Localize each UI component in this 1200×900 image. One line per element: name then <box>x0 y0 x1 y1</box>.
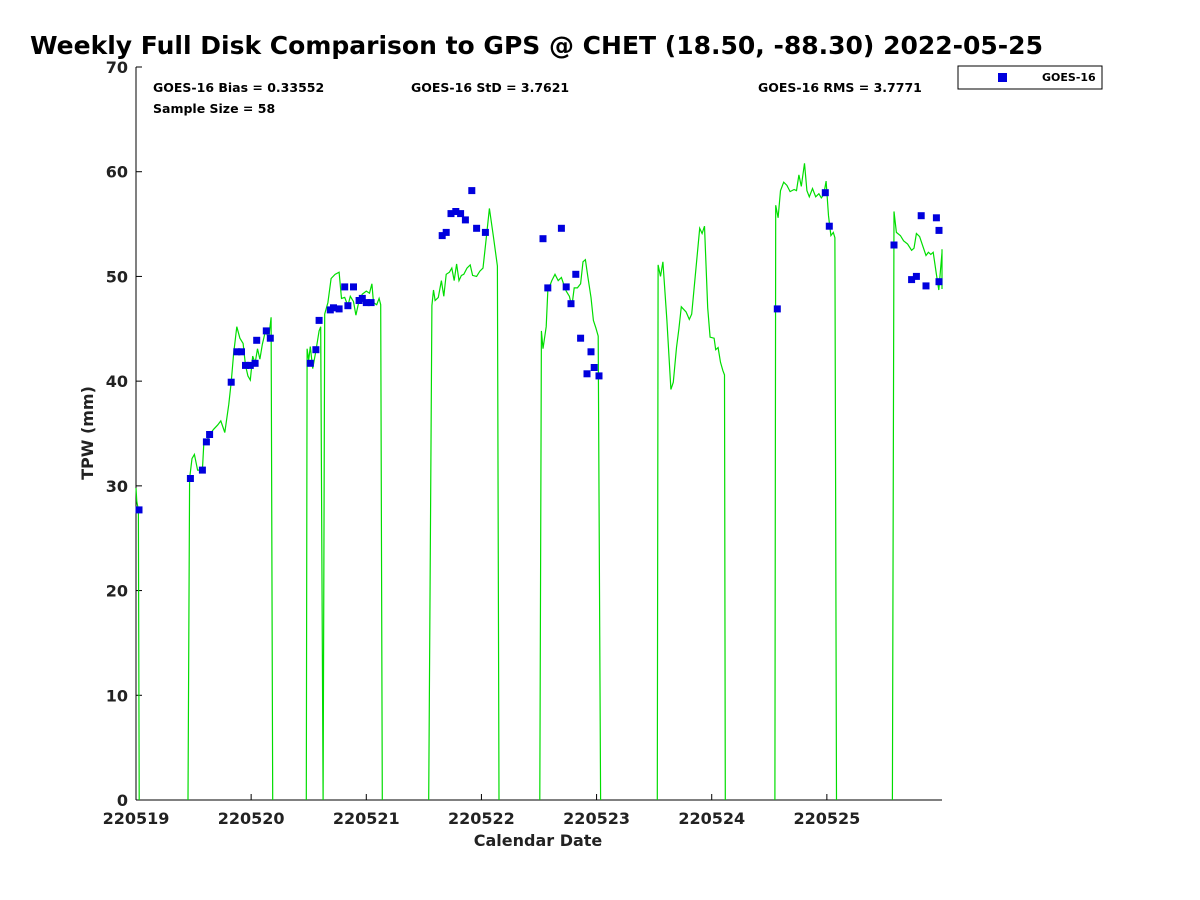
goes16-point <box>198 466 206 474</box>
y-tick-label: 60 <box>106 163 128 182</box>
goes16-point <box>457 210 465 218</box>
goes16-point <box>227 378 235 386</box>
std-stat: GOES-16 StD = 3.7621 <box>411 80 569 95</box>
gps-line-segment <box>774 163 838 801</box>
y-tick-label: 30 <box>106 477 128 496</box>
legend-box <box>957 65 1103 90</box>
x-tick-label: 220520 <box>218 809 285 828</box>
plot-area <box>135 67 942 801</box>
y-tick-label: 50 <box>106 267 128 286</box>
goes16-point <box>912 272 920 280</box>
x-tick-label: 220524 <box>678 809 745 828</box>
y-axis-label: TPW (mm) <box>78 386 97 480</box>
bias-stat: GOES-16 Bias = 0.33552 <box>153 80 324 95</box>
goes16-point <box>908 276 916 284</box>
goes16-point <box>583 370 591 378</box>
y-tick-label: 40 <box>106 372 128 391</box>
goes16-point <box>262 327 270 335</box>
goes16-point <box>266 334 274 342</box>
goes16-point <box>358 294 366 302</box>
goes16-point <box>587 348 595 356</box>
goes16-point <box>206 431 214 438</box>
goes16-point <box>590 364 598 371</box>
sample-size-stat: Sample Size = 58 <box>153 101 275 116</box>
gps-line-segment <box>428 208 500 801</box>
goes16-point <box>917 212 925 220</box>
goes16-point <box>595 372 603 380</box>
goes16-point <box>562 283 570 291</box>
goes16-point <box>557 224 565 232</box>
goes16-point <box>935 226 943 234</box>
goes16-point <box>922 282 930 290</box>
goes16-point <box>572 270 580 278</box>
gps-line-segment <box>135 487 140 801</box>
x-tick-label: 220525 <box>793 809 860 828</box>
goes16-point <box>468 187 476 195</box>
goes16-point <box>344 302 352 310</box>
gps-line-segment <box>656 226 726 801</box>
goes16-point <box>481 228 489 236</box>
goes16-point <box>442 228 450 236</box>
legend-marker-goes16 <box>998 73 1007 82</box>
goes16-point <box>202 438 210 446</box>
goes16-point <box>825 222 833 230</box>
x-tick-label: 220521 <box>333 809 400 828</box>
gps-line-segment <box>305 271 383 801</box>
goes16-point <box>539 235 547 243</box>
x-tick-label: 220522 <box>448 809 515 828</box>
goes16-point <box>135 506 143 514</box>
y-tick-label: 70 <box>106 58 128 77</box>
goes16-point <box>773 305 781 313</box>
goes16-point <box>246 361 254 369</box>
goes16-point <box>233 348 241 356</box>
goes16-point <box>821 189 829 197</box>
y-tick-label: 20 <box>106 582 128 601</box>
rms-stat: GOES-16 RMS = 3.7771 <box>758 80 922 95</box>
goes16-point <box>306 359 314 367</box>
x-ticks: 220519 220520 220521 220522 220523 220524 2205… <box>103 794 860 828</box>
goes16-point <box>312 346 320 354</box>
gps-line-segment <box>187 317 274 801</box>
goes16-point <box>438 232 446 240</box>
goes16-point <box>577 334 585 342</box>
chart-title: Weekly Full Disk Comparison to GPS @ CHE… <box>30 31 1043 60</box>
gps-line-segment <box>539 258 602 801</box>
goes16-series <box>135 187 943 514</box>
goes16-point <box>186 475 194 482</box>
y-tick-label: 10 <box>106 686 128 705</box>
gps-series <box>135 163 943 801</box>
x-tick-label: 220519 <box>103 809 170 828</box>
goes16-point <box>567 300 575 308</box>
legend-label-goes16: GOES-16 <box>1042 71 1096 84</box>
goes16-point <box>330 304 337 312</box>
y-ticks: 0 10 20 30 40 50 60 70 <box>106 58 142 810</box>
goes16-point <box>315 316 323 324</box>
goes16-point <box>473 224 481 232</box>
gps-line-segment <box>891 211 943 801</box>
goes16-point <box>362 299 370 307</box>
legend: GOES-16 <box>957 65 1103 90</box>
goes16-point <box>935 278 943 286</box>
goes16-point <box>253 336 261 344</box>
goes16-point <box>242 361 249 369</box>
goes16-point <box>251 359 259 367</box>
goes16-point <box>350 283 357 291</box>
goes16-point <box>544 284 552 292</box>
goes16-point <box>461 216 469 224</box>
goes16-point <box>452 208 460 215</box>
goes16-point <box>238 348 245 356</box>
x-axis-label: Calendar Date <box>474 831 603 850</box>
goes16-point <box>341 283 349 291</box>
goes16-point <box>335 305 343 313</box>
goes16-point <box>932 214 940 222</box>
goes16-point <box>367 299 375 307</box>
goes16-point <box>447 210 455 218</box>
x-tick-label: 220523 <box>563 809 630 828</box>
y-tick-label: 0 <box>117 791 128 810</box>
goes16-point <box>890 241 898 249</box>
